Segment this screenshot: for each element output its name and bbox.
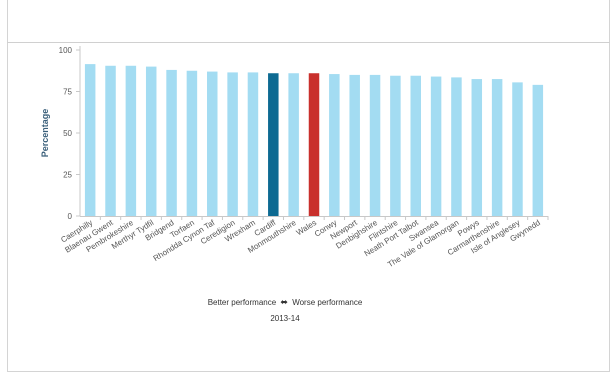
double-arrow-icon: ⬌ (280, 298, 288, 308)
chart-frame (7, 0, 610, 372)
bar (84, 64, 96, 216)
bar (125, 65, 137, 217)
bar (430, 76, 442, 216)
period-label: 2013-14 (270, 314, 300, 323)
header-divider (7, 42, 610, 43)
worse-performance-label: Worse performance (292, 298, 363, 307)
bar (166, 69, 177, 216)
performance-legend: Better performance ⬌ Worse performance (150, 298, 420, 308)
y-tick-label: 50 (63, 129, 72, 138)
bar (268, 73, 279, 217)
bar (247, 72, 259, 216)
bar (512, 82, 523, 217)
bar (410, 75, 421, 216)
y-tick-label: 100 (59, 46, 73, 55)
bar (491, 79, 503, 216)
bar (369, 74, 381, 217)
bar (288, 73, 299, 217)
better-performance-label: Better performance (207, 298, 277, 307)
bar (471, 79, 483, 216)
bar (308, 73, 320, 217)
y-axis-label: Percentage (40, 109, 50, 158)
bar (349, 74, 360, 217)
bar (227, 72, 238, 216)
bar (329, 74, 340, 216)
y-tick-label: 75 (63, 88, 72, 97)
bar (105, 65, 116, 217)
bar (532, 84, 544, 216)
bar (145, 66, 157, 216)
bar (207, 71, 218, 216)
y-tick-label: 0 (68, 212, 73, 221)
bar (186, 70, 198, 216)
y-tick-label: 25 (63, 171, 72, 180)
bar (390, 75, 401, 216)
bar (451, 77, 462, 216)
